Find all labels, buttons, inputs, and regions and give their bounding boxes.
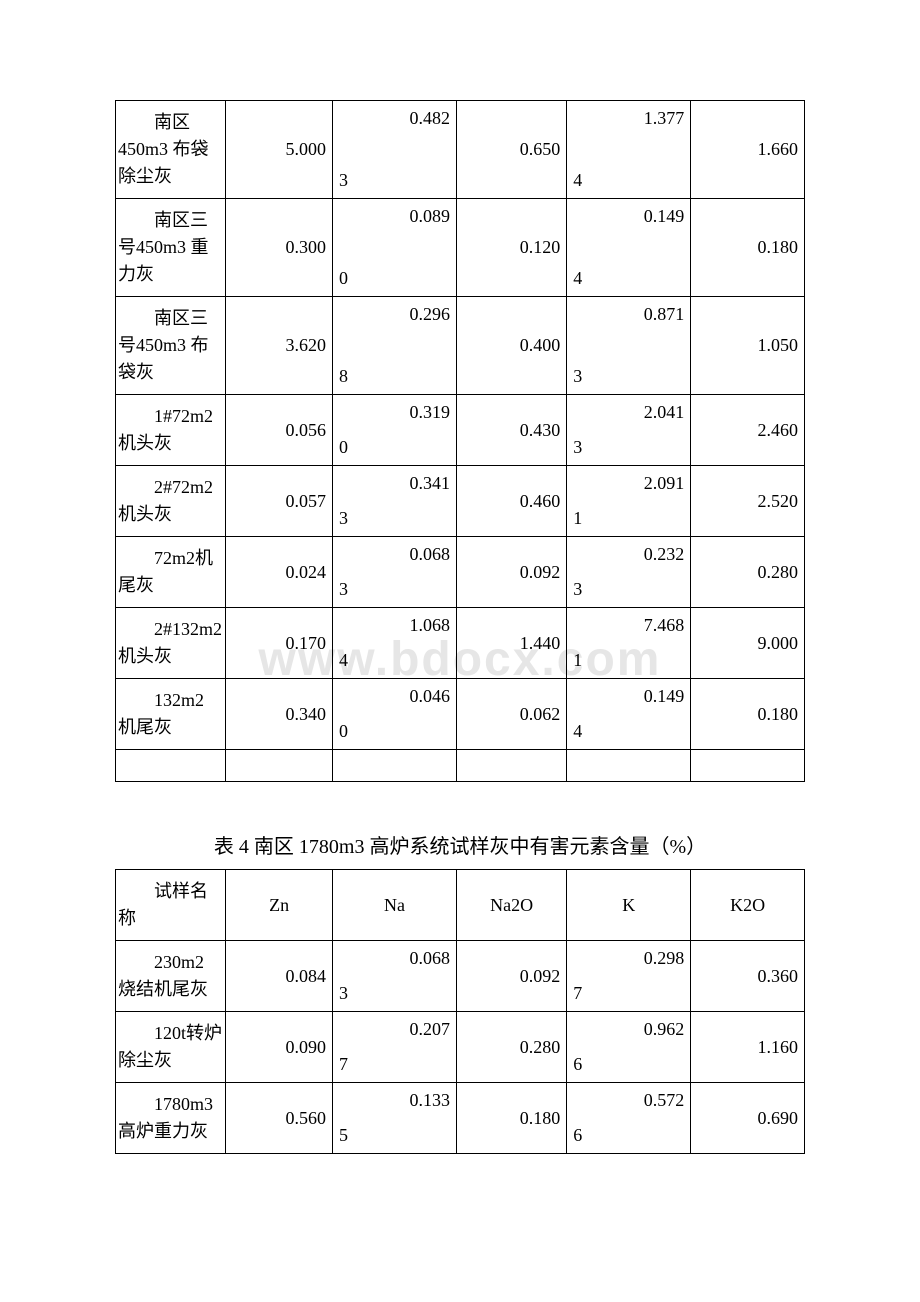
table-row: 南区三号450m3 重力灰0.30000.0890.12040.1490.180 xyxy=(116,199,805,297)
cell-value: 2.460 xyxy=(691,395,805,466)
cell-value: 0.084 xyxy=(226,941,333,1012)
cell-value: 5.000 xyxy=(226,101,333,199)
cell-value: 0.340 xyxy=(226,679,333,750)
cell-value: 0.280 xyxy=(457,1012,567,1083)
cell-value: 0.170 xyxy=(226,608,333,679)
cell-value: 0.056 xyxy=(226,395,333,466)
empty-row xyxy=(116,750,805,782)
cell-value: 0.090 xyxy=(226,1012,333,1083)
table-row: 1#72m2 机头灰0.05600.3190.43032.0412.460 xyxy=(116,395,805,466)
cell-split: 30.068 xyxy=(333,537,457,608)
empty-cell xyxy=(567,750,691,782)
table-2-caption: 表 4 南区 1780m3 高炉系统试样灰中有害元素含量（%） xyxy=(115,830,805,859)
row-label: 132m2 机尾灰 xyxy=(116,679,226,750)
row-label: 230m2 烧结机尾灰 xyxy=(116,941,226,1012)
cell-split: 17.468 xyxy=(567,608,691,679)
table-row: 1780m3 高炉重力灰0.56050.1330.18060.5720.690 xyxy=(116,1083,805,1154)
cell-split: 30.068 xyxy=(333,941,457,1012)
cell-value: 0.180 xyxy=(691,199,805,297)
cell-value: 0.280 xyxy=(691,537,805,608)
cell-value: 0.057 xyxy=(226,466,333,537)
cell-value: 0.180 xyxy=(457,1083,567,1154)
empty-cell xyxy=(226,750,333,782)
empty-cell xyxy=(691,750,805,782)
table-row: 72m2机尾灰0.02430.0680.09230.2320.280 xyxy=(116,537,805,608)
cell-value: 0.300 xyxy=(226,199,333,297)
empty-cell xyxy=(333,750,457,782)
cell-value: 1.660 xyxy=(691,101,805,199)
table-row: 2#132m2 机头灰0.17041.0681.44017.4689.000 xyxy=(116,608,805,679)
cell-value: 0.180 xyxy=(691,679,805,750)
cell-value: 0.360 xyxy=(691,941,805,1012)
cell-value: 1.050 xyxy=(691,297,805,395)
cell-split: 60.572 xyxy=(567,1083,691,1154)
cell-split: 30.341 xyxy=(333,466,457,537)
cell-split: 32.041 xyxy=(567,395,691,466)
cell-value: 0.690 xyxy=(691,1083,805,1154)
cell-split: 12.091 xyxy=(567,466,691,537)
row-label: 南区三号450m3 布袋灰 xyxy=(116,297,226,395)
table-row: 南区三号450m3 布袋灰3.62080.2960.40030.8711.050 xyxy=(116,297,805,395)
cell-value: 0.430 xyxy=(457,395,567,466)
cell-value: 3.620 xyxy=(226,297,333,395)
cell-split: 41.377 xyxy=(567,101,691,199)
cell-split: 50.133 xyxy=(333,1083,457,1154)
table-1: 南区450m3 布袋除尘灰5.00030.4820.65041.3771.660… xyxy=(115,100,805,782)
cell-split: 70.207 xyxy=(333,1012,457,1083)
table-row: 132m2 机尾灰0.34000.0460.06240.1490.180 xyxy=(116,679,805,750)
cell-value: 0.062 xyxy=(457,679,567,750)
cell-split: 40.149 xyxy=(567,679,691,750)
row-label: 72m2机尾灰 xyxy=(116,537,226,608)
header-cell: Zn xyxy=(226,870,333,941)
row-label: 南区三号450m3 重力灰 xyxy=(116,199,226,297)
cell-value: 0.460 xyxy=(457,466,567,537)
cell-split: 80.296 xyxy=(333,297,457,395)
table-2-header-row: 试样名称 Zn Na Na2O K K2O xyxy=(116,870,805,941)
header-cell: K2O xyxy=(691,870,805,941)
empty-cell xyxy=(457,750,567,782)
cell-split: 41.068 xyxy=(333,608,457,679)
empty-cell xyxy=(116,750,226,782)
cell-value: 0.092 xyxy=(457,941,567,1012)
cell-value: 1.160 xyxy=(691,1012,805,1083)
table-row: 230m2 烧结机尾灰0.08430.0680.09270.2980.360 xyxy=(116,941,805,1012)
cell-value: 0.650 xyxy=(457,101,567,199)
cell-value: 0.120 xyxy=(457,199,567,297)
row-label: 2#72m2 机头灰 xyxy=(116,466,226,537)
row-label: 2#132m2 机头灰 xyxy=(116,608,226,679)
table-row: 南区450m3 布袋除尘灰5.00030.4820.65041.3771.660 xyxy=(116,101,805,199)
cell-value: 0.560 xyxy=(226,1083,333,1154)
row-label: 1#72m2 机头灰 xyxy=(116,395,226,466)
cell-value: 9.000 xyxy=(691,608,805,679)
cell-split: 40.149 xyxy=(567,199,691,297)
cell-value: 2.520 xyxy=(691,466,805,537)
table-row: 120t转炉除尘灰0.09070.2070.28060.9621.160 xyxy=(116,1012,805,1083)
table-2: 试样名称 Zn Na Na2O K K2O 230m2 烧结机尾灰0.08430… xyxy=(115,869,805,1154)
row-label: 120t转炉除尘灰 xyxy=(116,1012,226,1083)
cell-split: 70.298 xyxy=(567,941,691,1012)
cell-value: 0.400 xyxy=(457,297,567,395)
cell-value: 0.024 xyxy=(226,537,333,608)
header-cell: K xyxy=(567,870,691,941)
cell-split: 00.046 xyxy=(333,679,457,750)
table-row: 2#72m2 机头灰0.05730.3410.46012.0912.520 xyxy=(116,466,805,537)
cell-split: 30.232 xyxy=(567,537,691,608)
header-cell: Na2O xyxy=(457,870,567,941)
cell-split: 60.962 xyxy=(567,1012,691,1083)
header-cell: 试样名称 xyxy=(116,870,226,941)
cell-split: 30.871 xyxy=(567,297,691,395)
cell-split: 30.482 xyxy=(333,101,457,199)
cell-split: 00.319 xyxy=(333,395,457,466)
cell-split: 00.089 xyxy=(333,199,457,297)
cell-value: 1.440 xyxy=(457,608,567,679)
cell-value: 0.092 xyxy=(457,537,567,608)
header-cell: Na xyxy=(333,870,457,941)
row-label: 南区450m3 布袋除尘灰 xyxy=(116,101,226,199)
row-label: 1780m3 高炉重力灰 xyxy=(116,1083,226,1154)
